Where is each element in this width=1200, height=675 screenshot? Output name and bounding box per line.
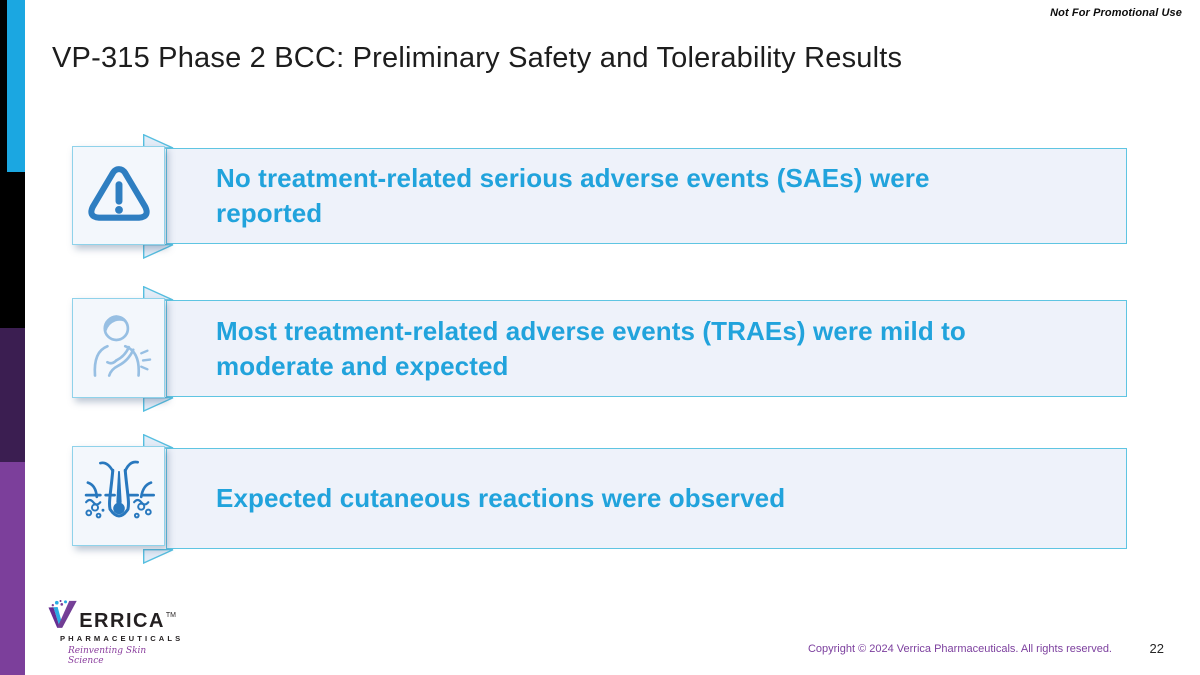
edge-bar-dark-purple [0,328,25,462]
bullet-banner: Expected cutaneous reactions were observ… [166,448,1127,549]
icon-tile [72,446,165,546]
bullet-text: Most treatment-related adverse events (T… [216,315,966,381]
fold-flap-bottom [143,244,174,259]
bullet-text: Expected cutaneous reactions were observ… [216,483,786,513]
slide-title: VP-315 Phase 2 BCC: Preliminary Safety a… [52,42,903,74]
warning-triangle-icon [87,165,150,221]
page-number: 22 [1149,641,1164,656]
edge-bar-black-sliver [0,0,7,330]
logo-wordmark: ERRICA [79,610,165,632]
icon-tile [72,298,165,398]
bullet-banner: Most treatment-related adverse events (T… [166,300,1127,397]
fold-flap-bottom [143,397,174,412]
icon-tile [72,146,165,245]
disclaimer-text: Not For Promotional Use [1050,7,1182,19]
bullet-banner: No treatment-related serious adverse eve… [166,148,1127,244]
copyright-text: Copyright © 2024 Verrica Pharmaceuticals… [807,643,1112,655]
fold-flap-bottom [143,549,174,564]
bullet-text: No treatment-related serious adverse eve… [216,163,930,228]
logo-subtitle: PHARMACEUTICALS [60,634,184,643]
person-scratching-icon [92,315,151,377]
edge-bar-purple [0,462,25,675]
skin-follicle-icon [84,460,155,519]
edge-bar-cyan [7,0,25,172]
verrica-v-mark-icon [48,600,77,628]
verrica-logo: ERRICATM PHARMACEUTICALS Reinventing Ski… [46,598,184,666]
logo-trademark: TM [165,612,176,619]
edge-bar-black [7,172,25,328]
logo-tagline: Reinventing Skin Science [68,646,147,666]
